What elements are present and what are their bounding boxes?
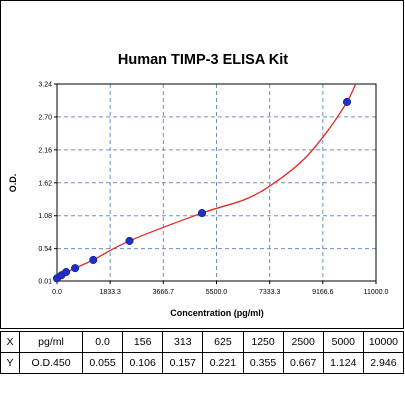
data-points <box>52 97 352 283</box>
x-tick-label: 11000.0 <box>364 289 389 296</box>
x-tick-label: 9166.6 <box>312 289 334 296</box>
grid-lines <box>57 84 376 281</box>
table-row-y: Y O.D.450 0.055 0.106 0.157 0.221 0.355 … <box>0 352 405 374</box>
table-cell: 0.055 <box>81 352 124 374</box>
table-cell: O.D.450 <box>19 352 83 374</box>
x-tick-label: 0.0 <box>52 289 62 296</box>
y-axis-label: O.D. <box>8 174 18 193</box>
table-cell: 625 <box>202 331 244 353</box>
table-cell: 2500 <box>282 331 324 353</box>
x-tick-label: 3666.7 <box>153 289 175 296</box>
y-tick-label: 1.08 <box>38 213 52 220</box>
table-cell: 0.157 <box>162 352 204 374</box>
table-cell: 156 <box>122 331 164 353</box>
chart-frame <box>0 0 404 329</box>
table-cell: 2.946 <box>362 352 405 374</box>
table-row-x: X pg/ml 0.0 156 313 625 1250 2500 5000 1… <box>0 331 405 353</box>
chart-title: Human TIMP-3 ELISA Kit <box>118 52 288 68</box>
table-cell: 0.0 <box>81 331 124 353</box>
x-tick-label: 1833.3 <box>99 289 121 296</box>
table-cell: Y <box>0 352 20 374</box>
axis-ticks: 0.0 1833.3 3666.7 5500.0 7333.3 9166.6 11000.0… <box>38 82 388 297</box>
table-cell: 0.221 <box>202 352 244 374</box>
x-tick-label: 5500.0 <box>206 289 228 296</box>
table-cell: 1250 <box>242 331 284 353</box>
data-point <box>89 255 98 265</box>
table-cell: 1.124 <box>322 352 364 374</box>
y-tick-label: 0.01 <box>38 279 52 286</box>
x-tick-label: 7333.3 <box>259 289 281 296</box>
y-tick-label: 0.54 <box>38 246 52 253</box>
table-cell: 0.106 <box>122 352 164 374</box>
table-cell: 10000 <box>362 331 405 353</box>
x-axis-label: Concentration (pg/ml) <box>170 308 264 318</box>
data-point <box>62 267 71 277</box>
y-tick-label: 1.62 <box>38 180 52 187</box>
table-cell: 0.355 <box>242 352 284 374</box>
table-cell: pg/ml <box>19 331 83 353</box>
data-table: X pg/ml 0.0 156 313 625 1250 2500 5000 1… <box>0 331 405 374</box>
table-cell: 0.667 <box>282 352 324 374</box>
data-point <box>71 264 80 273</box>
y-tick-label: 2.70 <box>38 114 52 121</box>
y-tick-label: 2.16 <box>38 147 52 154</box>
table-cell: 313 <box>162 331 204 353</box>
data-point <box>342 97 352 106</box>
data-point <box>197 209 207 218</box>
y-tick-label: 3.24 <box>38 82 52 89</box>
data-point <box>125 236 134 245</box>
elisa-standard-curve-chart: Human TIMP-3 ELISA Kit 0.0 1833.3 3666.7 55… <box>0 0 404 329</box>
table-cell: X <box>0 331 20 353</box>
table-cell: 5000 <box>322 331 364 353</box>
